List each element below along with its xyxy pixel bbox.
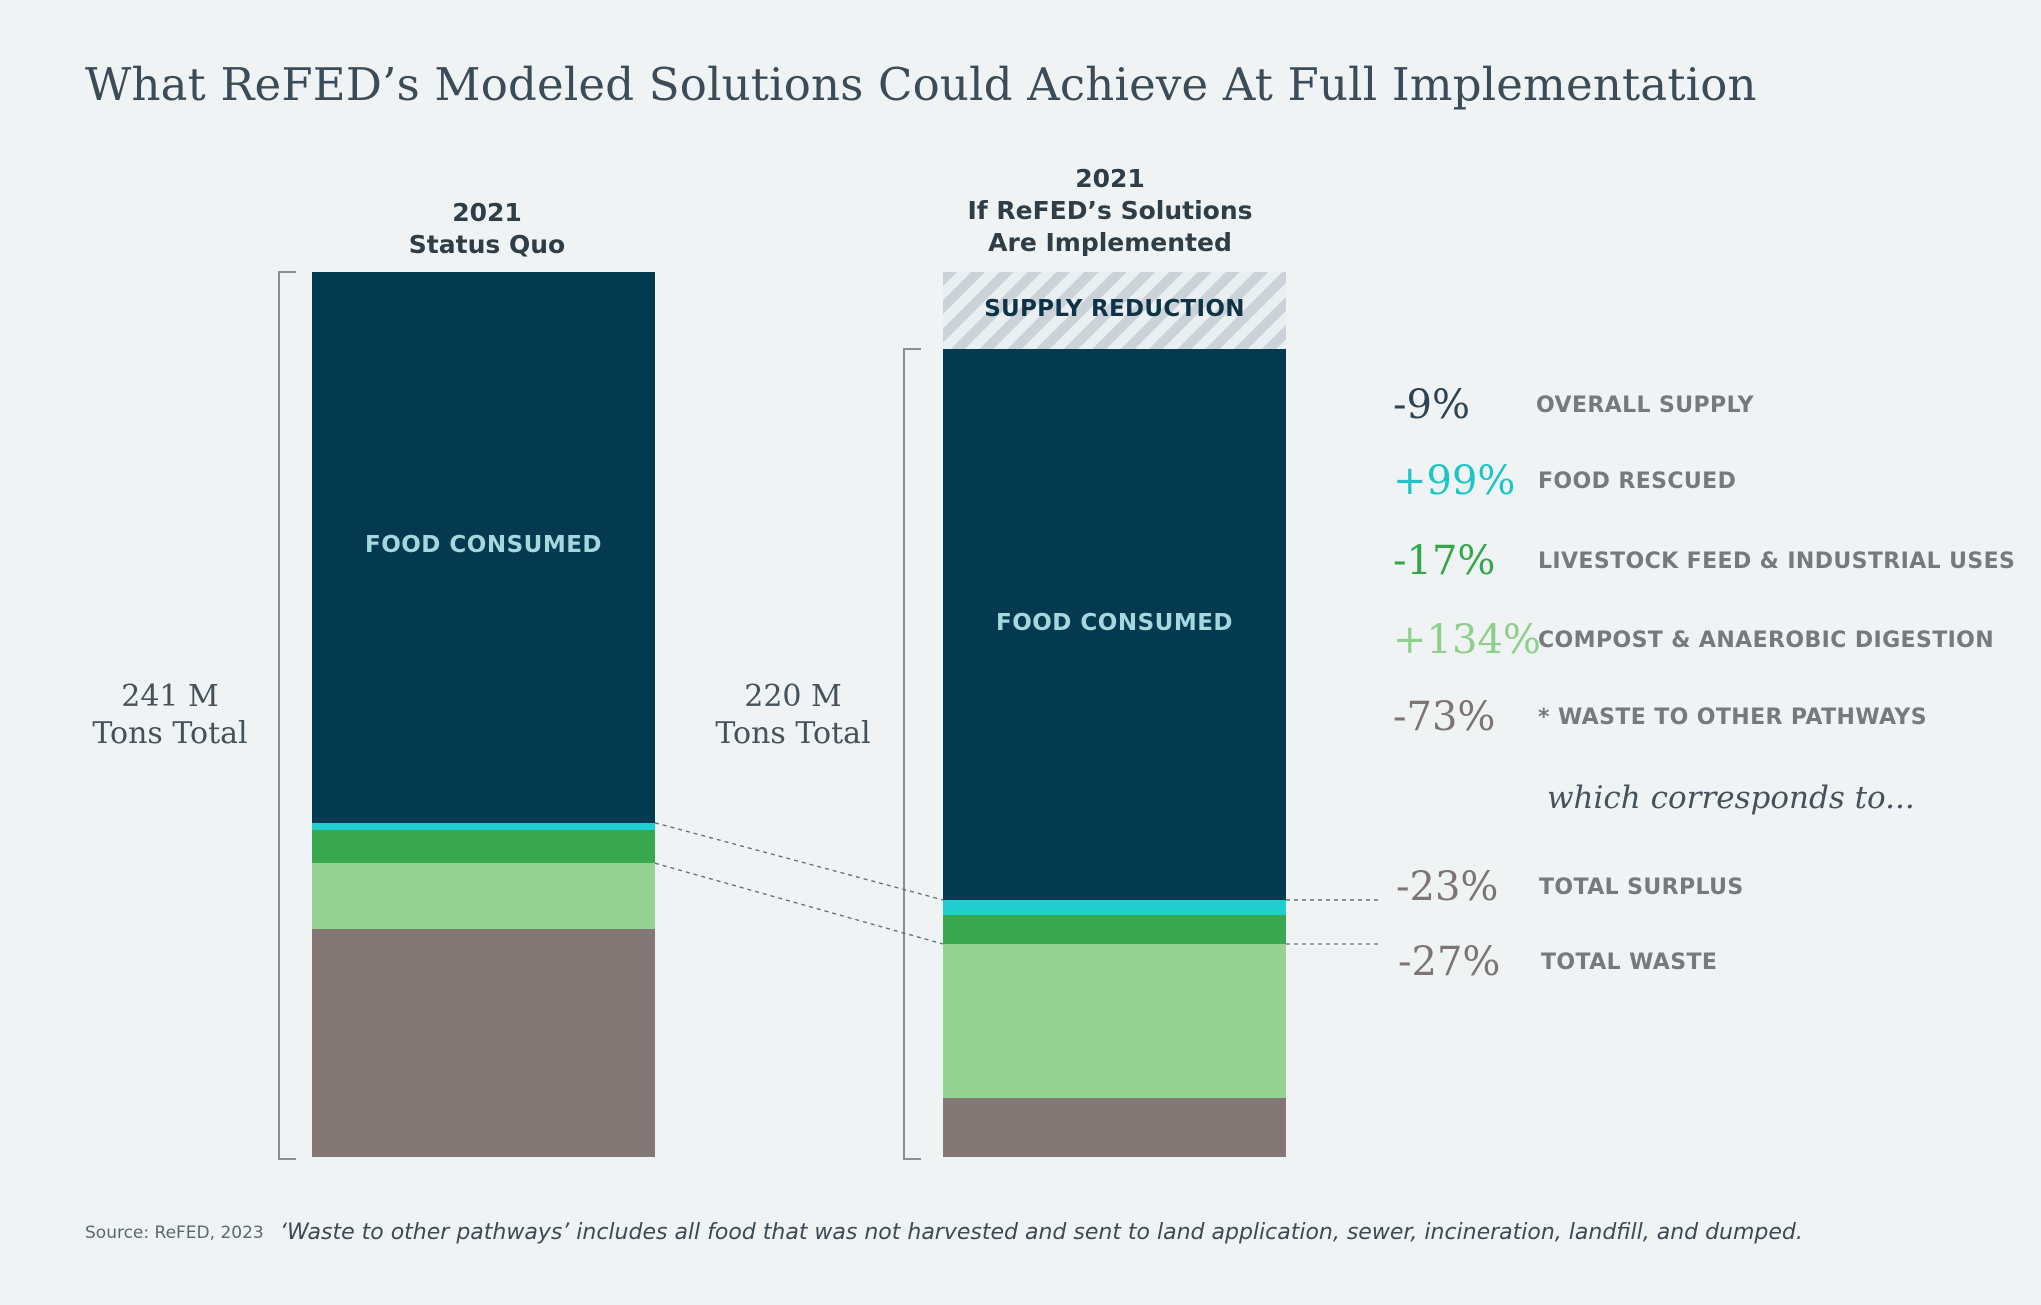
right-total-value: 220 M (744, 679, 842, 714)
footnote: ‘Waste to other pathways’ includes all f… (280, 1220, 1803, 1245)
segment-food-consumed: FOOD CONSUMED (943, 349, 1286, 900)
segment-livestock-feed-industrial (943, 914, 1286, 944)
segment-food-rescued (943, 899, 1286, 915)
segment-compost-anaerobic (312, 863, 655, 930)
right-column-heading: 2021 If ReFED’s Solutions Are Implemente… (940, 163, 1280, 259)
metric-total-surplus-pct: -23% (1396, 864, 1499, 910)
metric-total-surplus-label: TOTAL SURPLUS (1539, 875, 1744, 900)
metric-overall-supply-label: OVERALL SUPPLY (1536, 393, 1754, 418)
metric-overall-supply-pct: -9% (1393, 382, 1470, 428)
left-total-label: 241 M Tons Total (60, 678, 280, 752)
metric-waste-other-label: * WASTE TO OTHER PATHWAYS (1538, 705, 1927, 730)
segment-food-consumed: FOOD CONSUMED (312, 272, 655, 823)
metric-food-rescued-label: FOOD RESCUED (1538, 469, 1737, 494)
segment-label-food-consumed: FOOD CONSUMED (995, 609, 1234, 636)
left-heading-line-1: 2021 (452, 198, 522, 227)
segment-food-rescued (312, 822, 655, 831)
segment-compost-anaerobic (943, 944, 1286, 1099)
right-heading-line-3: Are Implemented (988, 228, 1232, 257)
metric-compost-label: COMPOST & ANAEROBIC DIGESTION (1538, 628, 1995, 653)
chart-title: What ReFED’s Modeled Solutions Could Ach… (85, 58, 1757, 111)
metric-food-rescued-pct: +99% (1393, 458, 1516, 504)
surplus-connector-line (654, 822, 944, 901)
supply-reduction-segment: SUPPLY REDUCTION (943, 272, 1286, 350)
left-heading-line-2: Status Quo (408, 230, 566, 259)
source-note: Source: ReFED, 2023 (85, 1223, 264, 1243)
metric-livestock-feed-pct: -17% (1393, 538, 1496, 584)
segment-livestock-feed-industrial (312, 830, 655, 864)
left-total-unit: Tons Total (92, 716, 248, 751)
waste-connector-line (654, 862, 944, 945)
bar-solutions-implemented: SUPPLY REDUCTION FOOD CONSUMED (943, 272, 1286, 1157)
left-total-bracket (278, 271, 296, 1160)
supply-reduction-label: SUPPLY REDUCTION (984, 295, 1245, 322)
segment-label-food-consumed: FOOD CONSUMED (364, 532, 603, 559)
right-total-unit: Tons Total (715, 716, 871, 751)
left-column-heading: 2021 Status Quo (367, 197, 607, 261)
segment-waste-other-pathways (943, 1098, 1286, 1157)
metric-waste-other-pct: -73% (1393, 694, 1496, 740)
metric-total-waste-pct: -27% (1398, 939, 1501, 985)
right-total-bracket (903, 348, 921, 1160)
left-total-value: 241 M (121, 679, 219, 714)
segment-waste-other-pathways (312, 929, 655, 1157)
right-total-label: 220 M Tons Total (683, 678, 903, 752)
right-heading-line-1: 2021 (1075, 164, 1145, 193)
bar-status-quo: FOOD CONSUMED (312, 272, 655, 1157)
right-heading-line-2: If ReFED’s Solutions (967, 196, 1253, 225)
metric-total-waste-label: TOTAL WASTE (1541, 950, 1718, 975)
metric-compost-pct: +134% (1393, 617, 1541, 663)
which-corresponds-text: which corresponds to... (1547, 780, 1915, 816)
metric-livestock-feed-label: LIVESTOCK FEED & INDUSTRIAL USES (1538, 549, 2016, 574)
